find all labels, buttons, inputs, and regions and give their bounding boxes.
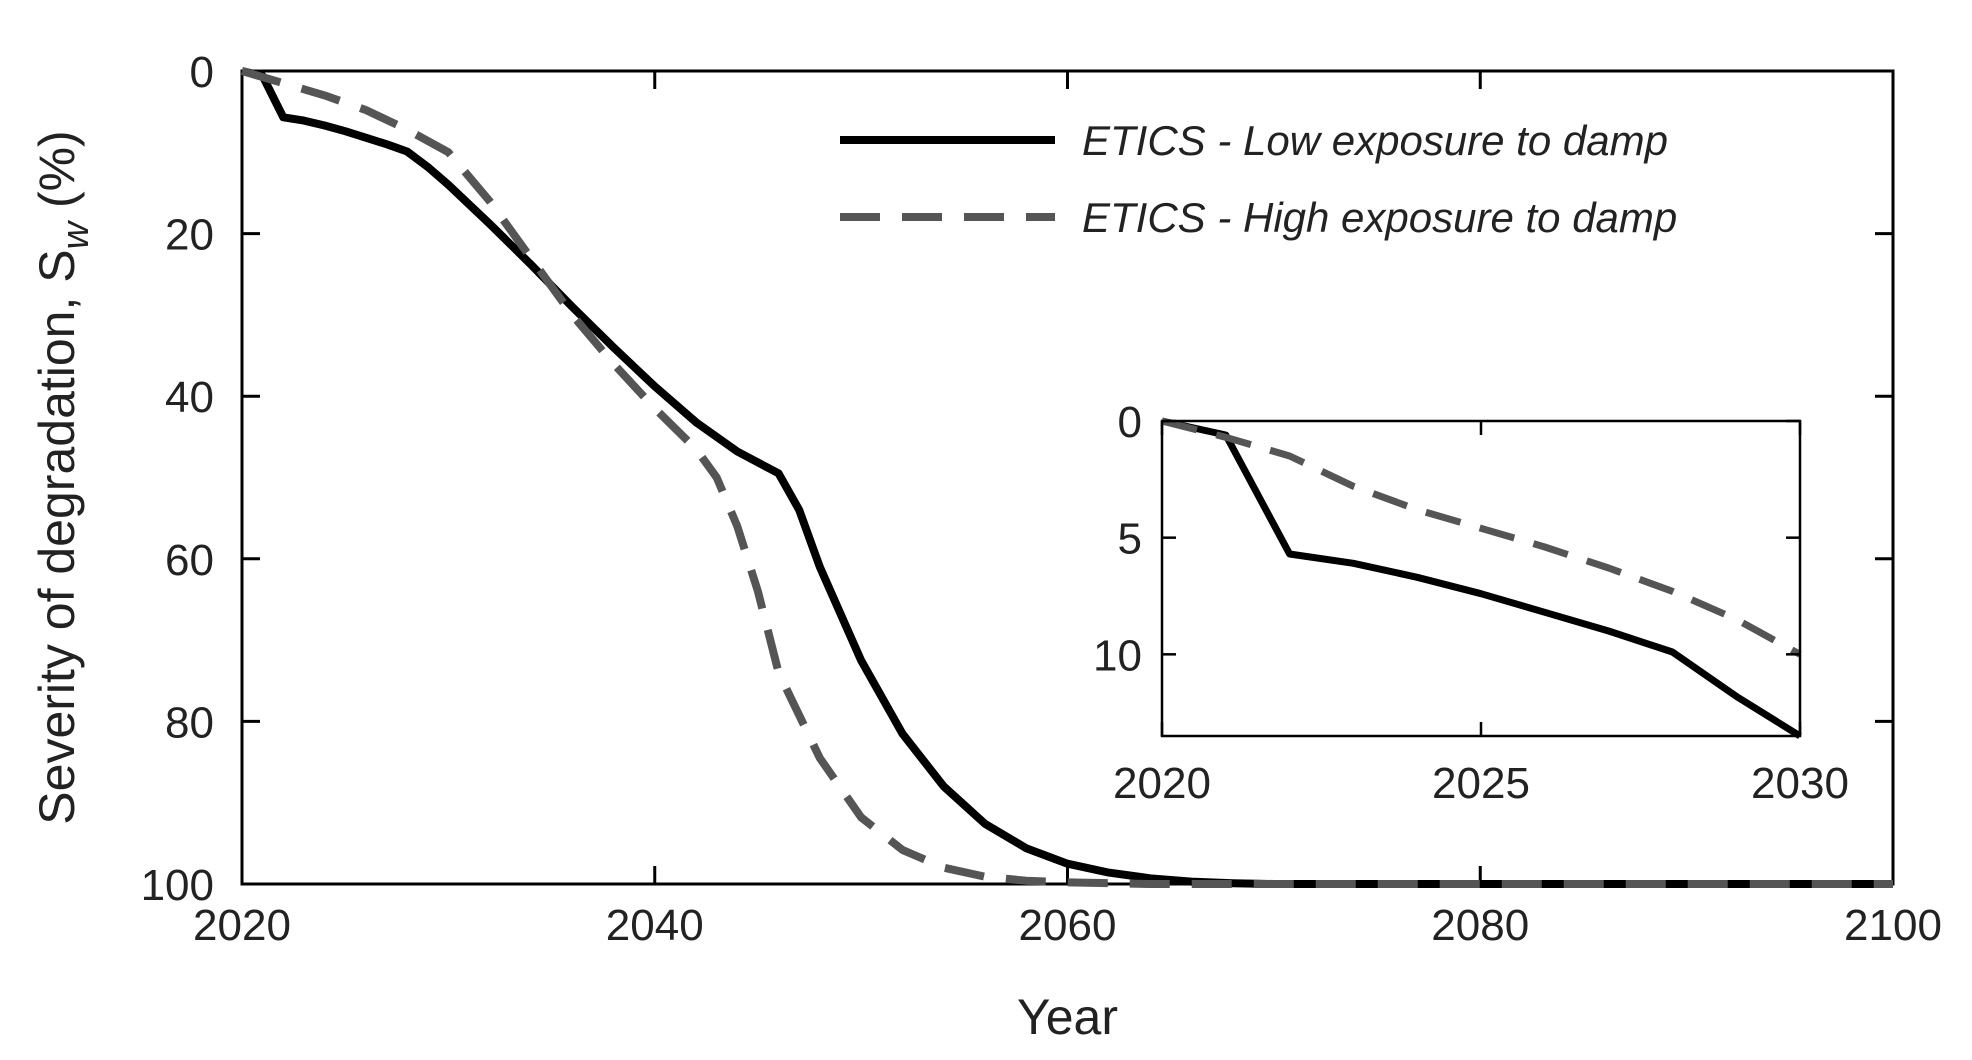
series-line-low-exposure [241,67,1893,888]
y-axis-title: Severity of degradation, Sw (%) [29,130,97,824]
x-tick-label: 2100 [1844,901,1942,950]
inset-series-lines [1161,417,1802,739]
x-tick-label: 2020 [193,901,291,950]
x-tick-label: 2080 [1431,901,1529,950]
inset-x-tick-label: 2020 [1113,759,1211,808]
main-series-lines [240,67,1893,888]
inset-y-tick-label: 10 [1093,631,1142,680]
y-tick-label: 60 [165,536,214,585]
inset-y-tick-label: 0 [1118,398,1142,447]
x-axis-title: Year [1017,989,1118,1045]
inset-x-tick-label: 2030 [1751,759,1849,808]
x-tick-label: 2060 [1019,901,1117,950]
inset-y-tick-label: 5 [1118,515,1142,564]
inset-plot-area: 2020 2025 2030 0 5 10 [1093,398,1849,808]
inset-axis-ticks [1160,419,1802,736]
legend-label-low-exposure: ETICS - Low exposure to damp [1082,117,1668,164]
y-axis-title-subscript: w [55,219,97,249]
y-tick-label: 0 [190,48,214,97]
y-tick-label: 40 [165,373,214,422]
y-tick-label: 20 [165,211,214,260]
y-axis-title-unit: (%) [29,130,85,222]
inset-x-tick-label: 2025 [1432,759,1530,808]
legend-label-high-exposure: ETICS - High exposure to damp [1082,194,1677,241]
inset-tick-labels: 2020 2025 2030 0 5 10 [1093,398,1849,808]
inset-background [1162,421,1800,736]
inset-series-line-high-exposure [1161,417,1802,658]
y-tick-label: 100 [141,861,214,910]
legend: ETICS - Low exposure to damp ETICS - Hig… [840,117,1677,241]
x-tick-label: 2040 [606,901,704,950]
y-tick-label: 80 [165,698,214,747]
inset-series-line-low-exposure [1161,417,1802,739]
series-line-high-exposure [240,67,1893,888]
y-axis-title-main: Severity of degradation, S [29,249,85,824]
